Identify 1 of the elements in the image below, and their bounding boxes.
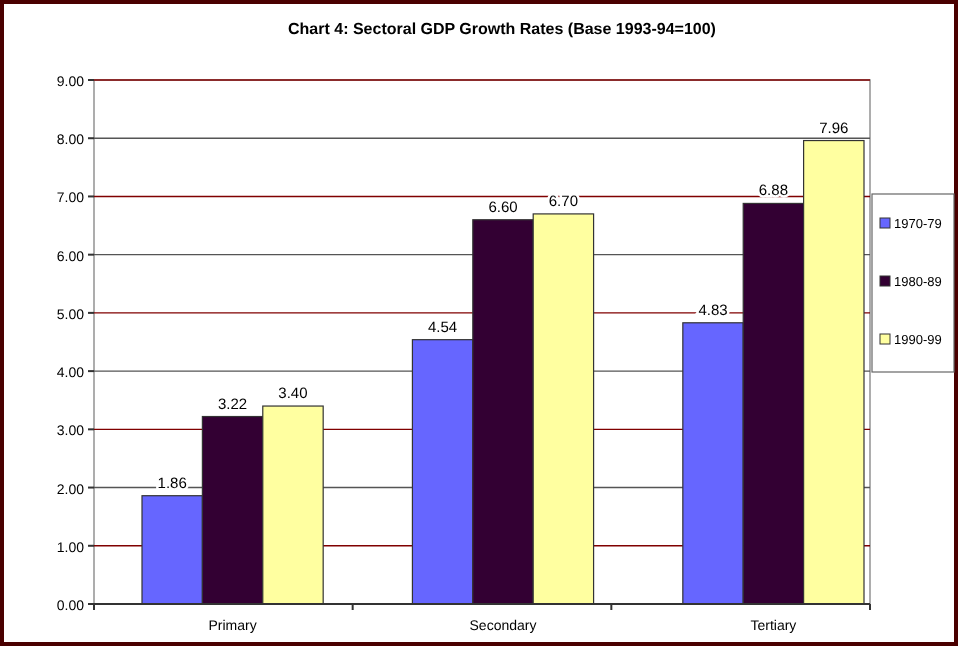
chart-title: Chart 4: Sectoral GDP Growth Rates (Base 1993-94=100)	[288, 20, 717, 38]
